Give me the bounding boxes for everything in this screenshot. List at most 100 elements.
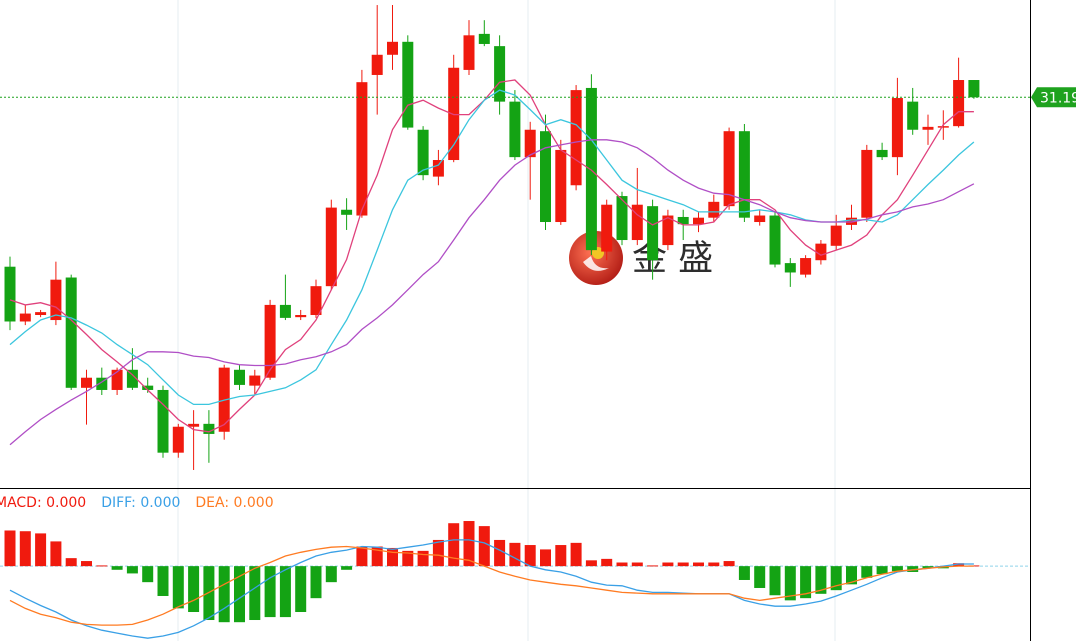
macd-bar xyxy=(188,566,200,613)
macd-bar xyxy=(234,566,245,623)
candle-body xyxy=(907,101,919,130)
macd-bar xyxy=(662,562,674,567)
macd-bar xyxy=(861,566,873,578)
macd-bar xyxy=(96,565,108,567)
candle-body xyxy=(922,126,934,130)
macd-bar xyxy=(800,566,812,599)
candle-body xyxy=(264,304,276,378)
candle-body xyxy=(203,423,215,434)
macd-bar xyxy=(647,565,659,567)
candle-body xyxy=(478,33,490,44)
macd-bar xyxy=(478,526,490,567)
candle-body xyxy=(876,149,888,158)
macd-bar xyxy=(35,533,47,567)
candle-body xyxy=(35,312,47,316)
candle-body xyxy=(677,216,689,225)
candle-body xyxy=(693,217,704,225)
candle-body xyxy=(463,35,475,70)
candle-body xyxy=(448,67,460,161)
candle-body xyxy=(846,217,857,225)
macd-line xyxy=(9,539,974,639)
macd-bar xyxy=(509,542,521,567)
candle-body xyxy=(81,377,92,388)
candle-body xyxy=(19,313,31,322)
candle-body xyxy=(341,209,353,215)
candle-body xyxy=(65,277,77,388)
macd-bar xyxy=(693,562,704,567)
macd-bar xyxy=(157,566,169,596)
candle-body xyxy=(738,131,750,218)
macd-bar xyxy=(142,566,154,583)
macd-bar xyxy=(540,549,551,567)
macd-bar xyxy=(325,566,337,583)
macd-bar xyxy=(494,539,506,567)
macd-bar xyxy=(65,558,77,567)
watermark-text: 金 盛 xyxy=(632,239,713,279)
macd-bar xyxy=(249,566,261,621)
macd-bar xyxy=(356,546,368,567)
macd-bar xyxy=(264,566,276,618)
macd-bar xyxy=(172,566,184,609)
candle-body xyxy=(126,369,138,388)
macd-bar xyxy=(708,562,720,567)
candle-body xyxy=(830,225,842,246)
legend-entry: MACD: 0.000 xyxy=(0,495,86,511)
macd-bar xyxy=(417,550,429,567)
candle-body xyxy=(249,375,261,386)
macd-bar xyxy=(677,562,689,567)
candle-body xyxy=(953,80,965,127)
macd-bar xyxy=(555,545,567,567)
candle-body xyxy=(708,201,720,218)
macd-bar xyxy=(876,566,888,575)
legend-entry: DEA: 0.000 xyxy=(195,495,273,511)
candle-body xyxy=(157,389,169,453)
macd-bar xyxy=(738,566,750,580)
macd-bar xyxy=(570,542,582,567)
candle-body xyxy=(295,315,307,318)
candle-body xyxy=(570,90,582,186)
macd-bar xyxy=(19,531,31,567)
macd-bar xyxy=(953,563,965,567)
candle-body xyxy=(647,206,659,261)
candle-body xyxy=(111,369,123,390)
candle-body xyxy=(4,266,16,322)
macd-bar xyxy=(723,561,735,567)
macd-bar xyxy=(218,566,230,623)
macd-bar xyxy=(846,566,857,585)
candle-body xyxy=(234,369,245,385)
candle-body xyxy=(968,80,980,98)
candle-body xyxy=(494,46,506,102)
macd-bar xyxy=(50,541,62,567)
candle-body xyxy=(723,131,735,207)
candle-body xyxy=(432,160,444,177)
candle-body xyxy=(754,215,766,223)
candle-body xyxy=(96,377,108,390)
macd-bar xyxy=(402,550,414,567)
macd-bar xyxy=(616,562,628,567)
macd-bar xyxy=(631,562,643,567)
last-price-label: 31.19 xyxy=(1040,90,1076,106)
last-price-box xyxy=(1031,87,1076,108)
macd-bar xyxy=(387,547,398,567)
macd-bar xyxy=(81,561,92,567)
candle-body xyxy=(356,82,368,216)
macd-bar xyxy=(601,558,613,567)
candle-body xyxy=(172,426,184,453)
candle-body xyxy=(188,423,200,427)
macd-bar xyxy=(463,521,475,567)
candle-body xyxy=(310,286,322,316)
moving-average-line xyxy=(9,79,974,433)
legend-entry: DIFF: 0.000 xyxy=(101,495,180,511)
candle-body xyxy=(861,149,873,218)
macd-bar xyxy=(524,545,536,567)
candle-body xyxy=(662,215,674,246)
plot-layer xyxy=(0,5,1030,639)
macd-bar xyxy=(815,566,827,594)
macd-bar xyxy=(891,566,903,572)
macd-bar xyxy=(310,566,322,599)
macd-bar xyxy=(4,530,16,567)
macd-line xyxy=(9,545,974,626)
logo-swoosh xyxy=(583,256,609,271)
candle-body xyxy=(784,263,796,273)
